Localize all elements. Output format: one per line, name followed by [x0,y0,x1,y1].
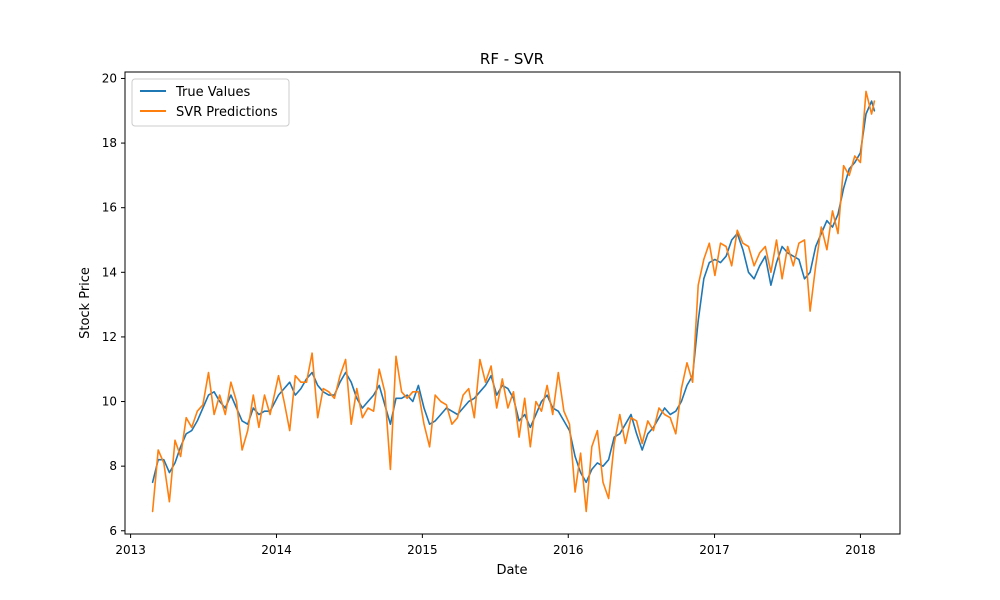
y-axis-title: Stock Price [78,267,93,339]
y-tick-label: 16 [102,201,117,215]
series-line-svr-predictions [151,90,876,513]
x-axis: 2013 2014 2015 2016 2017 2018 [115,534,876,557]
legend-label-true-values: True Values [175,85,250,100]
series-layer [151,90,876,513]
x-tick-label: 2016 [553,543,584,557]
x-tick-label: 2018 [845,543,876,557]
y-tick-label: 8 [109,459,117,473]
x-tick-label: 2015 [407,543,438,557]
y-tick-label: 20 [102,71,117,85]
plot-area-frame [124,71,901,535]
legend: True Values SVR Predictions [131,78,290,127]
y-tick-label: 12 [102,330,117,344]
y-tick-label: 6 [109,524,117,538]
chart-title: RF - SVR [480,50,544,68]
y-axis: 6 8 10 12 14 16 18 20 [102,71,125,538]
x-axis-title: Date [496,563,527,578]
x-tick-label: 2013 [115,543,146,557]
y-tick-label: 14 [102,265,117,279]
x-tick-label: 2017 [699,543,730,557]
x-tick-label: 2014 [261,543,292,557]
y-tick-label: 10 [102,395,117,409]
y-tick-label: 18 [102,136,117,150]
legend-label-svr-predictions: SVR Predictions [176,105,278,120]
legend-box [131,78,290,127]
